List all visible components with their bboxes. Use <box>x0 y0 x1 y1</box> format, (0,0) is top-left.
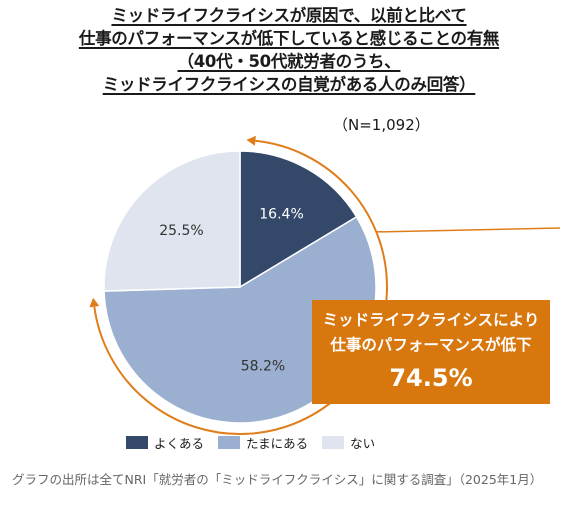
slice-label-never: 25.5% <box>159 223 203 239</box>
slice-label-often: 16.4% <box>259 207 303 223</box>
legend-item-sometimes: たまにある <box>218 433 308 452</box>
callout-value: 74.5% <box>312 358 550 398</box>
summary-callout: ミッドライフクライシスにより 仕事のパフォーマンスが低下 74.5% <box>312 300 550 404</box>
callout-line-1: ミッドライフクライシスにより <box>312 308 550 333</box>
slice-label-sometimes: 58.2% <box>241 358 285 374</box>
highlight-arrowhead-end <box>89 298 99 308</box>
source-note: グラフの出所は全てNRI「就労者の「ミッドライフクライシス」に関する調査」（20… <box>12 470 568 490</box>
callout-leader-line <box>376 228 560 232</box>
legend-swatch-often <box>126 436 148 449</box>
legend-item-never: ない <box>322 433 375 452</box>
legend-label-often: よくある <box>154 433 204 452</box>
chart-legend: よくある たまにある ない <box>126 433 375 452</box>
legend-item-often: よくある <box>126 433 204 452</box>
legend-label-sometimes: たまにある <box>246 433 308 452</box>
legend-label-never: ない <box>350 433 375 452</box>
legend-swatch-sometimes <box>218 436 240 449</box>
pie-slice-never <box>104 151 240 291</box>
callout-line-2: 仕事のパフォーマンスが低下 <box>312 333 550 358</box>
legend-swatch-never <box>322 436 344 449</box>
highlight-arrowhead-start <box>246 136 255 146</box>
